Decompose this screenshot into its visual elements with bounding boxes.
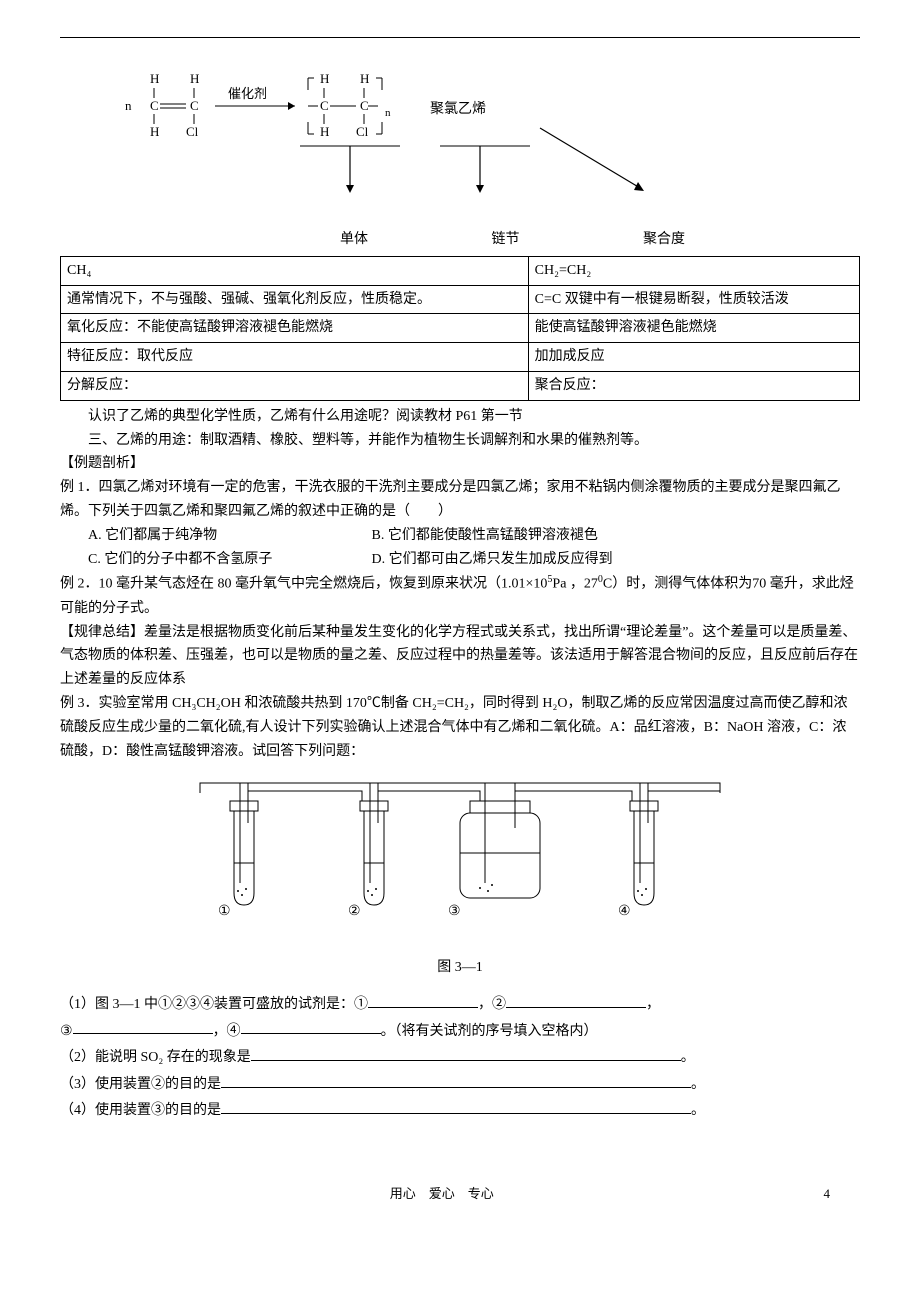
page-number: 4 bbox=[824, 1183, 831, 1205]
svg-text:H: H bbox=[320, 124, 329, 139]
blank[interactable] bbox=[221, 1070, 691, 1088]
cell: 聚合反应： bbox=[528, 371, 859, 400]
svg-text:C: C bbox=[150, 98, 159, 113]
polymerization-diagram: n H H C C H Cl 催化剂 H H C C H Cl bbox=[120, 68, 860, 218]
reaction-svg: n H H C C H Cl 催化剂 H H C C H Cl bbox=[120, 68, 720, 218]
ex1-label: 例 1． bbox=[60, 480, 99, 495]
blank[interactable] bbox=[73, 1017, 213, 1035]
ex1-text: 四氯乙烯对环境有一定的危害，干洗衣服的干洗剂主要成分是四氯乙烯；家用不粘锅内侧涂… bbox=[60, 480, 841, 519]
label-degree: 聚合度 bbox=[643, 228, 685, 252]
label-unit: 链节 bbox=[492, 228, 520, 252]
opt-c: C. 它们的分子中都不含氢原子 bbox=[88, 548, 368, 572]
ex3-label: 例 3． bbox=[60, 696, 99, 711]
cell: 能使高锰酸钾溶液褪色能燃烧 bbox=[528, 314, 859, 343]
figure-3-1: ① ② ③ bbox=[60, 773, 860, 980]
opt-a: A. 它们都属于纯净物 bbox=[88, 524, 368, 548]
blank[interactable] bbox=[251, 1043, 681, 1061]
cell: CH₄ bbox=[61, 256, 529, 285]
cell: 分解反应： bbox=[61, 371, 529, 400]
example-3: 例 3．实验室常用 CH₃CH₂OH 和浓硫酸共热到 170℃制备 CH₂=CH… bbox=[60, 692, 860, 763]
comparison-table: CH₄CH₂=CH₂ 通常情况下，不与强酸、强碱、强氧化剂反应，性质稳定。C=C… bbox=[60, 256, 860, 401]
cell: 加加成反应 bbox=[528, 343, 859, 372]
after-table-line2: 三、乙烯的用途：制取酒精、橡胶、塑料等，并能作为植物生长调解剂和水果的催熟剂等。 bbox=[88, 429, 860, 453]
footer-motto: 用心 爱心 专心 bbox=[390, 1186, 494, 1201]
top-rule bbox=[60, 37, 860, 38]
svg-text:H: H bbox=[320, 71, 329, 86]
rule-summary: 规律总结差量法是根据物质变化前后某种量发生变化的化学方程式或关系式，找出所谓“理… bbox=[60, 621, 860, 692]
cell: 氧化反应：不能使高锰酸钾溶液褪色能燃烧 bbox=[61, 314, 529, 343]
table-row: CH₄CH₂=CH₂ bbox=[61, 256, 860, 285]
polymer-name: 聚氯乙烯 bbox=[430, 98, 486, 122]
svg-text:n: n bbox=[385, 107, 391, 119]
cell: CH₂=CH₂ bbox=[528, 256, 859, 285]
question-2: （2）能说明 SO₂ 存在的现象是。 bbox=[60, 1043, 860, 1070]
blank[interactable] bbox=[221, 1096, 691, 1114]
table-row: 特征反应：取代反应加加成反应 bbox=[61, 343, 860, 372]
label-monomer: 单体 bbox=[340, 228, 368, 252]
blank[interactable] bbox=[241, 1017, 381, 1035]
cell: 通常情况下，不与强酸、强碱、强氧化剂反应，性质稳定。 bbox=[61, 285, 529, 314]
blank[interactable] bbox=[506, 990, 646, 1008]
ex1-options: A. 它们都属于纯净物 B. 它们都能使酸性高锰酸钾溶液褪色 C. 它们的分子中… bbox=[88, 524, 860, 572]
svg-text:H: H bbox=[150, 124, 159, 139]
example-1: 例 1．四氯乙烯对环境有一定的危害，干洗衣服的干洗剂主要成分是四氯乙烯；家用不粘… bbox=[60, 476, 860, 524]
svg-text:H: H bbox=[150, 71, 159, 86]
diagram-labels-row: 单体 链节 聚合度 bbox=[120, 228, 860, 252]
example-2: 例 2．10 毫升某气态烃在 80 毫升氧气中完全燃烧后，恢复到原来状况（1.0… bbox=[60, 571, 860, 620]
svg-text:Cl: Cl bbox=[186, 124, 199, 139]
question-1-line1: （1）图 3—1 中①②③④装置可盛放的试剂是：①，②， bbox=[60, 990, 860, 1017]
svg-text:C: C bbox=[190, 98, 199, 113]
after-table-line1: 认识了乙烯的典型化学性质，乙烯有什么用途呢？阅读教材 P61 第一节 bbox=[88, 405, 860, 429]
apparatus-svg: ① ② ③ bbox=[180, 773, 740, 943]
svg-text:Cl: Cl bbox=[356, 124, 369, 139]
svg-text:H: H bbox=[190, 71, 199, 86]
cell: 特征反应：取代反应 bbox=[61, 343, 529, 372]
svg-text:n: n bbox=[125, 98, 132, 113]
svg-text:①: ① bbox=[218, 904, 231, 919]
svg-text:④: ④ bbox=[618, 904, 631, 919]
figure-caption: 图 3—1 bbox=[60, 956, 860, 980]
svg-text:③: ③ bbox=[448, 904, 461, 919]
cell: C=C 双键中有一根键易断裂，性质较活泼 bbox=[528, 285, 859, 314]
opt-b: B. 它们都能使酸性高锰酸钾溶液褪色 bbox=[372, 524, 598, 548]
page-footer: 用心 爱心 专心 4 bbox=[60, 1183, 860, 1205]
question-1-line2: ③，④。（将有关试剂的序号填入空格内） bbox=[60, 1017, 860, 1044]
blank[interactable] bbox=[368, 990, 478, 1008]
table-row: 通常情况下，不与强酸、强碱、强氧化剂反应，性质稳定。C=C 双键中有一根键易断裂… bbox=[61, 285, 860, 314]
question-4: （4）使用装置③的目的是。 bbox=[60, 1096, 860, 1123]
table-row: 氧化反应：不能使高锰酸钾溶液褪色能燃烧能使高锰酸钾溶液褪色能燃烧 bbox=[61, 314, 860, 343]
examples-heading: 例题剖析 bbox=[60, 452, 860, 476]
ex2-label: 例 2． bbox=[60, 577, 99, 592]
opt-d: D. 它们都可由乙烯只发生加成反应得到 bbox=[372, 548, 613, 572]
svg-text:催化剂: 催化剂 bbox=[228, 86, 267, 101]
svg-text:C: C bbox=[320, 98, 329, 113]
question-3: （3）使用装置②的目的是。 bbox=[60, 1070, 860, 1097]
svg-text:②: ② bbox=[348, 904, 361, 919]
svg-text:H: H bbox=[360, 71, 369, 86]
table-row: 分解反应：聚合反应： bbox=[61, 371, 860, 400]
svg-text:C: C bbox=[360, 98, 369, 113]
